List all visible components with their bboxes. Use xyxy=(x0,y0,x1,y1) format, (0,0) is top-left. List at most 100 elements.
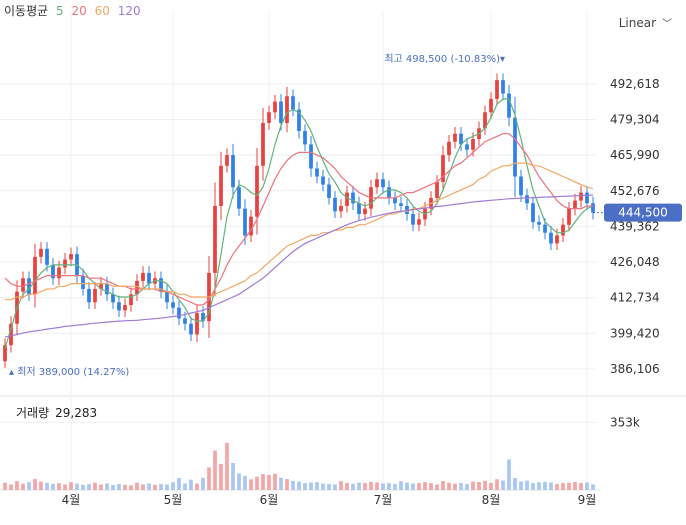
candle xyxy=(513,117,517,177)
candle xyxy=(531,203,535,223)
candle xyxy=(489,98,493,113)
candle xyxy=(519,176,523,196)
candle xyxy=(561,224,565,236)
candle xyxy=(357,203,361,214)
candle xyxy=(525,195,529,204)
legend-ma-5[interactable]: 5 xyxy=(56,4,64,18)
candle xyxy=(567,208,571,225)
candle xyxy=(123,305,127,311)
volume-bar xyxy=(537,482,541,490)
volume-bar xyxy=(423,482,427,490)
volume-bar xyxy=(87,484,91,490)
candle xyxy=(237,187,241,209)
volume-bar xyxy=(549,482,553,490)
price-tick-label: 465,990 xyxy=(610,148,660,162)
candle xyxy=(57,267,61,279)
candle xyxy=(339,205,343,212)
candle xyxy=(273,101,277,113)
volume-bar xyxy=(345,482,349,490)
candle xyxy=(195,313,199,335)
volume-bar xyxy=(339,481,343,490)
candle xyxy=(51,264,55,279)
month-tick-label: 7월 xyxy=(374,493,393,507)
candle xyxy=(315,168,319,177)
candle xyxy=(39,248,43,257)
volume-bar xyxy=(297,481,301,490)
volume-bar xyxy=(567,482,571,490)
scale-label: Linear xyxy=(618,16,656,30)
candle xyxy=(279,101,283,123)
volume-bar xyxy=(141,484,145,490)
volume-bar xyxy=(153,484,157,490)
candle xyxy=(159,278,163,292)
volume-bar xyxy=(453,483,457,490)
current-price-label: 444,500 xyxy=(618,206,668,220)
volume-bar xyxy=(459,483,463,490)
candle xyxy=(93,288,97,303)
volume-bar xyxy=(63,484,67,490)
candle xyxy=(201,313,205,322)
volume-bar xyxy=(309,482,313,490)
volume-bar xyxy=(381,483,385,490)
candle xyxy=(231,155,235,188)
moving-average-20-line xyxy=(4,133,593,306)
volume-bar xyxy=(411,483,415,490)
candle xyxy=(555,235,559,244)
candle xyxy=(399,203,403,206)
candle xyxy=(249,216,253,236)
candle xyxy=(351,192,355,204)
volume-bar xyxy=(21,483,25,490)
volume-bar xyxy=(231,463,235,490)
volume-bar xyxy=(351,483,355,490)
volume-panel-title: 거래량 29,283 xyxy=(16,404,97,421)
volume-bar xyxy=(225,442,229,490)
volume-bar xyxy=(435,484,439,490)
candle xyxy=(543,224,547,233)
candle xyxy=(69,254,73,260)
candle xyxy=(267,112,271,123)
candle xyxy=(441,155,445,182)
volume-bar xyxy=(405,482,409,490)
volume-bar xyxy=(315,482,319,490)
volume-bar xyxy=(69,482,73,490)
legend-ma-120[interactable]: 120 xyxy=(117,4,141,18)
volume-bar xyxy=(363,483,367,490)
volume-bar xyxy=(561,483,565,490)
volume-bar xyxy=(285,479,289,490)
price-tick-label: 492,618 xyxy=(610,77,660,91)
legend-ma-60[interactable]: 60 xyxy=(94,4,110,18)
volume-bar xyxy=(357,482,361,490)
candle xyxy=(573,200,577,209)
legend-ma-20[interactable]: 20 xyxy=(71,4,87,18)
candle xyxy=(9,323,13,346)
candle xyxy=(591,203,595,213)
month-tick-label: 5월 xyxy=(164,493,183,507)
candle xyxy=(453,133,457,142)
volume-bar xyxy=(273,473,277,490)
volume-bar xyxy=(333,484,337,490)
candle xyxy=(417,219,421,225)
volume-value: 29,283 xyxy=(55,406,98,420)
volume-bar xyxy=(507,459,511,490)
month-tick-label: 8월 xyxy=(482,493,501,507)
volume-bar xyxy=(111,485,115,490)
volume-bar xyxy=(213,450,217,490)
candle xyxy=(363,208,367,214)
volume-bar xyxy=(513,477,517,490)
volume-bar xyxy=(267,475,271,490)
scale-selector[interactable]: Linear ﹀ xyxy=(619,15,672,30)
volume-bar xyxy=(177,477,181,490)
volume-bar xyxy=(15,481,19,490)
candle xyxy=(309,144,313,169)
volume-bar xyxy=(321,483,325,490)
volume-bar xyxy=(105,483,109,490)
price-tick-label: 452,676 xyxy=(610,184,660,198)
candle xyxy=(585,192,589,204)
candle xyxy=(261,122,265,166)
candle xyxy=(183,318,187,324)
volume-bar xyxy=(249,479,253,490)
volume-tick-label: 353k xyxy=(610,415,640,429)
price-tick-label: 439,362 xyxy=(610,219,660,233)
candle xyxy=(537,222,541,225)
